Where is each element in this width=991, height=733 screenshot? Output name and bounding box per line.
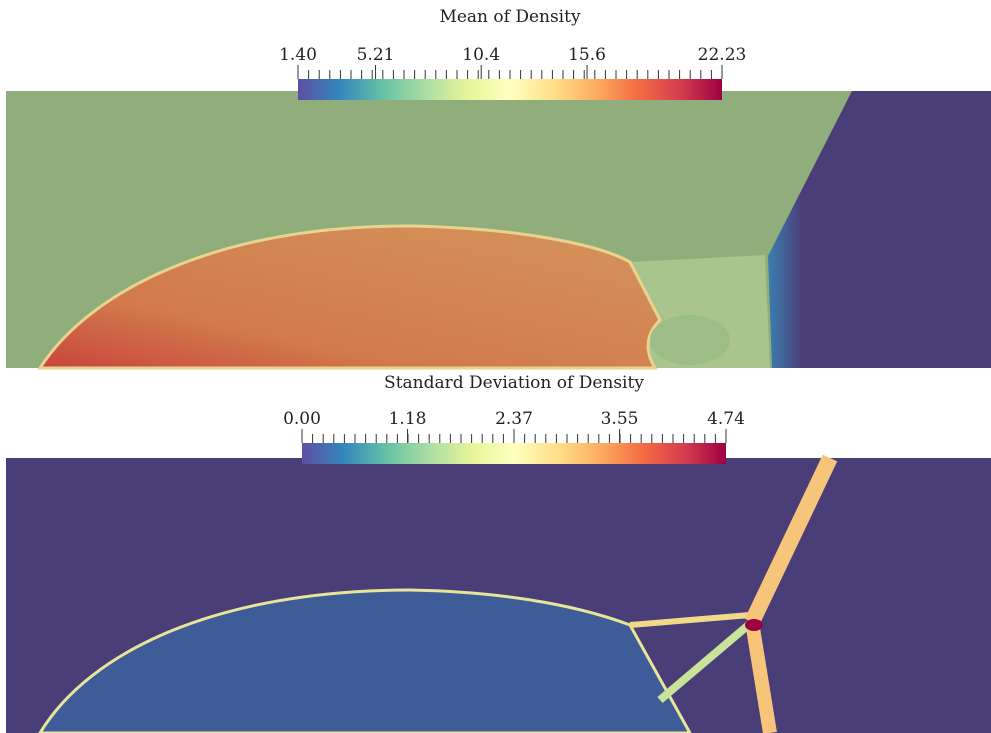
tick-label: 22.23: [698, 45, 747, 65]
colorbar: [298, 79, 722, 100]
mean-field: [6, 91, 991, 370]
tick-label: 1.18: [389, 409, 427, 429]
colorbars: Mean of Density 1.40 5.21 10.4 15.6 22.23 Stan…: [279, 7, 746, 464]
colorbar: [302, 443, 726, 464]
panel-title: Mean of Density: [439, 7, 581, 27]
stddev-field: [6, 454, 991, 733]
tick-label: 2.37: [495, 409, 533, 429]
tick-label: 1.40: [279, 45, 317, 65]
tick-label: 0.00: [283, 409, 321, 429]
panel-title: Standard Deviation of Density: [384, 373, 644, 393]
tick-label: 10.4: [462, 45, 500, 65]
tick-label: 4.74: [707, 409, 745, 429]
tick-label: 3.55: [601, 409, 639, 429]
tick-label: 5.21: [357, 45, 395, 65]
tick-label: 15.6: [568, 45, 606, 65]
